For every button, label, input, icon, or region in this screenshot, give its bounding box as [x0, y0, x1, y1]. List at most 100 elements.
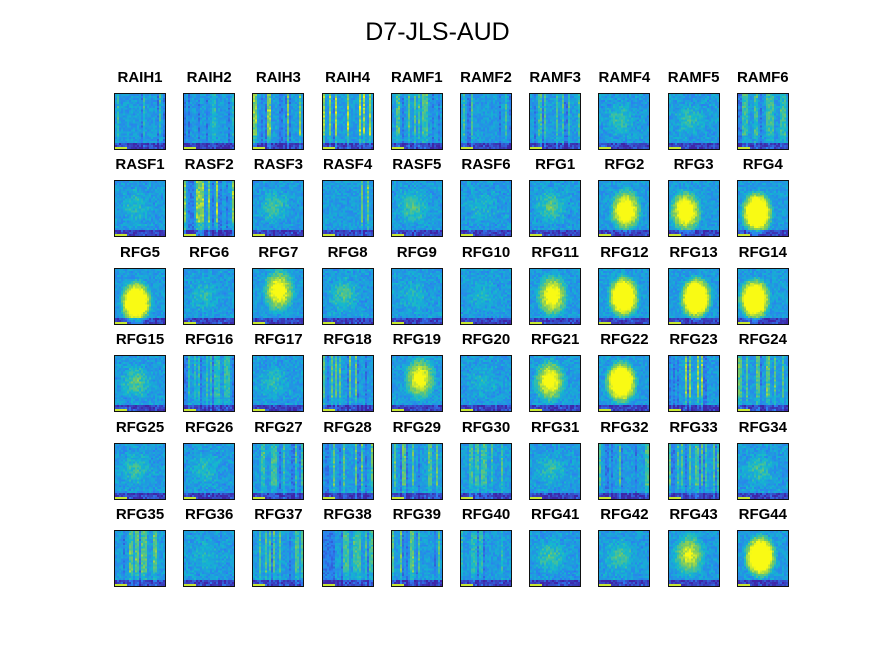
panel-heatmap-rfg37 [253, 531, 304, 586]
panel-label-rasf5: RASF5 [377, 156, 457, 173]
panel-heatmap-ramf1 [391, 94, 442, 149]
panel-heatmap-raih3 [253, 94, 304, 149]
panel-label-rfg29: RFG29 [377, 419, 457, 436]
panel-rfg38 [321, 530, 374, 587]
panel-heatmap-rfg35 [115, 531, 165, 586]
panel-rfg41 [529, 530, 582, 587]
panel-heatmap-rfg27 [253, 443, 304, 499]
panel-label-rfg12: RFG12 [584, 244, 664, 261]
panel-label-rfg4: RFG4 [723, 156, 803, 173]
panel-label-rfg3: RFG3 [654, 156, 734, 173]
panel-heatmap-rfg39 [391, 531, 442, 586]
panel-heatmap-rasf5 [391, 181, 442, 237]
panel-heatmap-rfg25 [115, 443, 165, 499]
panel-heatmap-rfg18 [322, 356, 373, 412]
panel-label-raih4: RAIH4 [308, 69, 388, 86]
panel-heatmap-rfg1 [530, 181, 581, 237]
panel-label-rfg6: RFG6 [169, 244, 249, 261]
panel-rfg6 [183, 267, 236, 325]
panel-rfg10 [460, 267, 512, 325]
panel-rfg43 [667, 530, 720, 587]
panel-heatmap-rfg3 [668, 181, 719, 237]
panel-rfg9 [390, 267, 443, 325]
panel-heatmap-ramf6 [737, 94, 788, 149]
panel-ramf1 [390, 93, 443, 150]
panel-label-rfg5: RFG5 [100, 244, 180, 261]
panel-label-rfg36: RFG36 [169, 506, 249, 523]
panel-label-rfg10: RFG10 [446, 244, 526, 261]
panel-heatmap-rasf6 [461, 181, 511, 237]
panel-heatmap-rfg15 [115, 356, 165, 412]
panel-heatmap-rfg30 [461, 443, 511, 499]
panel-ramf6 [736, 93, 789, 150]
panel-rasf3 [252, 180, 305, 238]
panel-rfg31 [529, 442, 582, 500]
panel-label-rfg44: RFG44 [723, 506, 803, 523]
panel-heatmap-rfg7 [253, 268, 304, 324]
panel-heatmap-rfg31 [530, 443, 581, 499]
panel-label-rfg27: RFG27 [238, 419, 318, 436]
panel-rfg34 [736, 442, 789, 500]
panel-ramf4 [598, 93, 651, 150]
panel-rasf5 [390, 180, 443, 238]
panel-rasf2 [183, 180, 236, 238]
panel-label-ramf3: RAMF3 [515, 69, 595, 86]
panel-heatmap-rfg22 [599, 356, 650, 412]
panel-heatmap-rfg16 [184, 356, 235, 412]
panel-heatmap-rfg28 [322, 443, 373, 499]
panel-heatmap-rfg20 [461, 356, 511, 412]
panel-rasf1 [114, 180, 166, 238]
panel-raih4 [321, 93, 374, 150]
panel-rfg3 [667, 180, 720, 238]
panel-rfg14 [736, 267, 789, 325]
panel-label-rfg20: RFG20 [446, 331, 526, 348]
panel-heatmap-rasf4 [322, 181, 373, 237]
panel-rfg20 [460, 355, 512, 413]
panel-label-rfg7: RFG7 [238, 244, 318, 261]
panel-rfg39 [390, 530, 443, 587]
panel-label-raih1: RAIH1 [100, 69, 180, 86]
panel-label-rfg9: RFG9 [377, 244, 457, 261]
panel-rfg32 [598, 442, 651, 500]
panel-heatmap-rfg12 [599, 268, 650, 324]
panel-heatmap-raih1 [115, 94, 165, 149]
panel-label-raih2: RAIH2 [169, 69, 249, 86]
panel-rfg4 [736, 180, 789, 238]
panel-heatmap-raih4 [322, 94, 373, 149]
panel-heatmap-rfg19 [391, 356, 442, 412]
panel-rfg1 [529, 180, 582, 238]
panel-label-rfg43: RFG43 [654, 506, 734, 523]
panel-label-ramf2: RAMF2 [446, 69, 526, 86]
panel-heatmap-rasf1 [115, 181, 165, 237]
panel-heatmap-rfg23 [668, 356, 719, 412]
panel-label-rfg32: RFG32 [584, 419, 664, 436]
panel-heatmap-rfg5 [115, 268, 165, 324]
panel-rfg2 [598, 180, 651, 238]
panel-label-rfg34: RFG34 [723, 419, 803, 436]
panel-raih2 [183, 93, 236, 150]
panel-heatmap-rfg26 [184, 443, 235, 499]
panel-rfg8 [321, 267, 374, 325]
panel-label-rfg19: RFG19 [377, 331, 457, 348]
panel-heatmap-rfg42 [599, 531, 650, 586]
panel-raih3 [252, 93, 305, 150]
panel-rfg11 [529, 267, 582, 325]
panel-label-rfg22: RFG22 [584, 331, 664, 348]
panel-label-rasf4: RASF4 [308, 156, 388, 173]
panel-rfg30 [460, 442, 512, 500]
panel-rasf4 [321, 180, 374, 238]
panel-label-rfg30: RFG30 [446, 419, 526, 436]
panel-label-rfg38: RFG38 [308, 506, 388, 523]
panel-label-raih3: RAIH3 [238, 69, 318, 86]
panel-heatmap-rfg24 [737, 356, 788, 412]
panel-rfg29 [390, 442, 443, 500]
panel-rfg7 [252, 267, 305, 325]
panel-rfg5 [114, 267, 166, 325]
panel-rfg26 [183, 442, 236, 500]
panel-rfg22 [598, 355, 651, 413]
panel-label-rfg37: RFG37 [238, 506, 318, 523]
panel-heatmap-rfg11 [530, 268, 581, 324]
panel-label-rfg13: RFG13 [654, 244, 734, 261]
panel-heatmap-rfg13 [668, 268, 719, 324]
